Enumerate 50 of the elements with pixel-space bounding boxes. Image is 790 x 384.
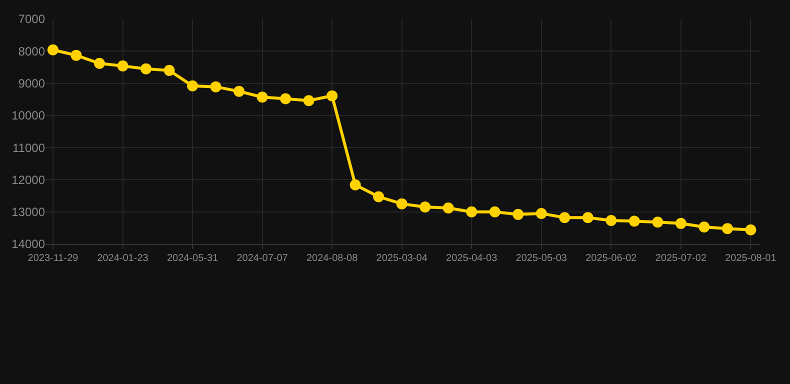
point: [210, 81, 222, 92]
point: [117, 60, 128, 72]
point: [420, 202, 431, 213]
y-tick-label: 14000: [12, 237, 46, 252]
x-tick-label: 2025-05-03: [516, 253, 568, 264]
point: [373, 191, 384, 202]
point: [512, 208, 524, 220]
x-tick-label: 2025-03-04: [376, 253, 428, 264]
point: [559, 212, 570, 224]
point: [256, 92, 268, 103]
point: [70, 50, 82, 61]
point: [606, 215, 617, 226]
x-tick-label: 2024-08-08: [306, 253, 358, 264]
point: [442, 202, 454, 214]
point: [722, 223, 733, 234]
point: [140, 63, 152, 74]
point: [582, 212, 594, 224]
y-tick-label: 8000: [18, 44, 46, 58]
y-tick-label: 13000: [12, 205, 46, 220]
point: [94, 58, 105, 69]
point: [350, 179, 361, 190]
point: [303, 95, 314, 106]
point: [745, 224, 756, 236]
point: [396, 198, 408, 210]
x-tick-label: 2025-08-01: [725, 253, 777, 264]
x-tick-label: 2024-05-31: [166, 253, 219, 264]
point: [280, 93, 292, 104]
x-tick-label: 2025-07-02: [655, 253, 707, 264]
x-tick-label: 2025-04-03: [446, 253, 498, 264]
x-tick-label: 2024-01-23: [97, 253, 149, 264]
point: [675, 218, 686, 229]
x-tick-label: 2023-11-29: [28, 253, 79, 264]
x-tick-label: 2025-06-02: [586, 253, 638, 264]
y-tick-label: 11000: [12, 140, 46, 155]
point: [187, 80, 198, 92]
y-tick-label: 7000: [18, 12, 46, 26]
x-tick-label: 2024-07-07: [236, 253, 288, 264]
y-tick-label: 10000: [12, 108, 46, 123]
point: [652, 216, 664, 228]
point: [326, 90, 338, 102]
y-tick-label: 9000: [18, 76, 46, 90]
point: [47, 44, 58, 56]
point: [234, 86, 245, 97]
point: [628, 216, 640, 227]
point: [698, 221, 710, 232]
point: [466, 206, 478, 218]
y-tick-label: 12000: [12, 172, 46, 187]
point: [164, 64, 175, 76]
point: [489, 206, 500, 218]
point: [536, 208, 547, 219]
